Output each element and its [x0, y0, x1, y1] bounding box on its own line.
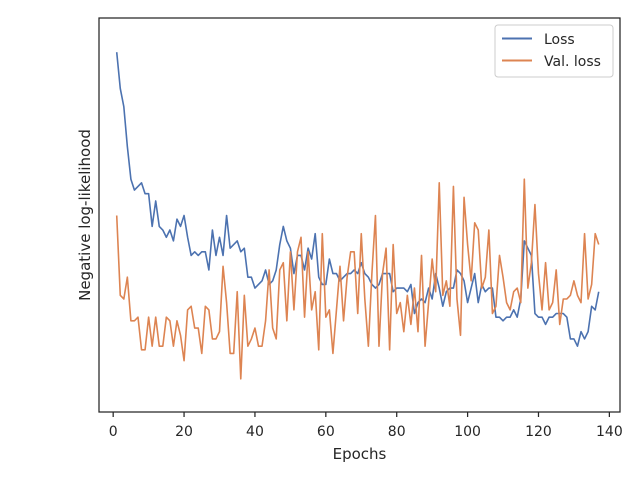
legend-label-loss: Loss: [544, 32, 575, 48]
x-tick-label-60: 60: [317, 424, 335, 440]
x-tick-label-140: 140: [596, 424, 623, 440]
x-tick-label-20: 20: [175, 424, 193, 440]
x-tick-label-100: 100: [454, 424, 481, 440]
series-line-val-loss: [115, 178, 600, 380]
legend-label-val-loss: Val. loss: [544, 54, 601, 70]
plot-frame: [98, 17, 621, 413]
x-tick-label-40: 40: [246, 424, 264, 440]
x-axis-label: Epochs: [333, 445, 387, 463]
x-tick-label-0: 0: [109, 424, 118, 440]
x-tick-label-80: 80: [388, 424, 406, 440]
y-axis-label: Negative log-likelihood: [76, 129, 94, 301]
series-layer: [115, 52, 600, 380]
x-axis-ticks: 0 20 40 60 80 100 120 140: [109, 412, 623, 440]
legend: Loss Val. loss: [494, 24, 614, 78]
x-tick-label-120: 120: [525, 424, 552, 440]
series-line-loss: [115, 52, 600, 347]
